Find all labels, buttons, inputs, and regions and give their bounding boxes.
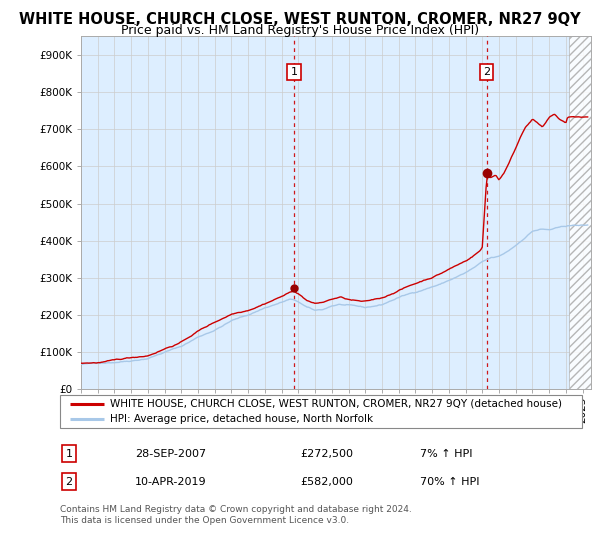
Text: Price paid vs. HM Land Registry's House Price Index (HPI): Price paid vs. HM Land Registry's House … — [121, 24, 479, 36]
Text: WHITE HOUSE, CHURCH CLOSE, WEST RUNTON, CROMER, NR27 9QY: WHITE HOUSE, CHURCH CLOSE, WEST RUNTON, … — [19, 12, 581, 27]
Text: 28-SEP-2007: 28-SEP-2007 — [135, 449, 206, 459]
Text: HPI: Average price, detached house, North Norfolk: HPI: Average price, detached house, Nort… — [110, 414, 373, 424]
FancyBboxPatch shape — [60, 395, 582, 428]
Text: 1: 1 — [290, 67, 298, 77]
Text: WHITE HOUSE, CHURCH CLOSE, WEST RUNTON, CROMER, NR27 9QY (detached house): WHITE HOUSE, CHURCH CLOSE, WEST RUNTON, … — [110, 399, 562, 409]
Text: Contains HM Land Registry data © Crown copyright and database right 2024.
This d: Contains HM Land Registry data © Crown c… — [60, 505, 412, 525]
Text: 2: 2 — [483, 67, 490, 77]
Text: 10-APR-2019: 10-APR-2019 — [135, 477, 206, 487]
Text: 2: 2 — [65, 477, 73, 487]
Text: 7% ↑ HPI: 7% ↑ HPI — [420, 449, 473, 459]
Text: £272,500: £272,500 — [300, 449, 353, 459]
Text: £582,000: £582,000 — [300, 477, 353, 487]
Text: 1: 1 — [65, 449, 73, 459]
Bar — [569, 36, 591, 389]
Text: 70% ↑ HPI: 70% ↑ HPI — [420, 477, 479, 487]
